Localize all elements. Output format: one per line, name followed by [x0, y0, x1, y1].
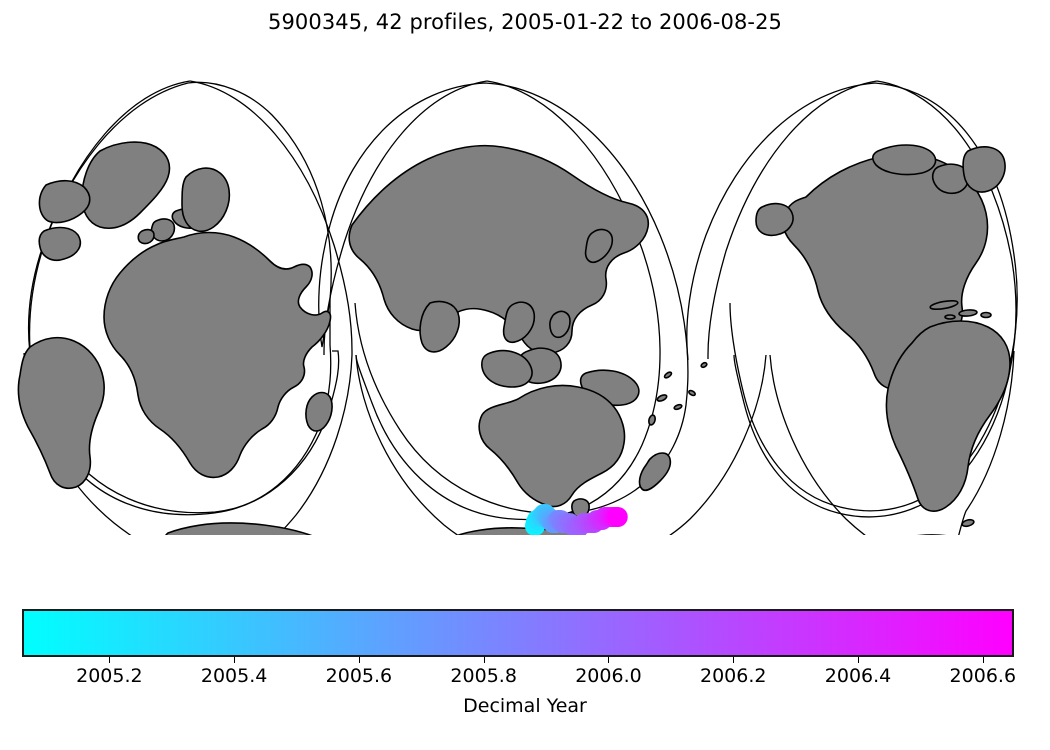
land-island-speck-5 — [663, 371, 673, 379]
land-island-speck-4 — [648, 414, 656, 426]
colorbar-tick — [608, 657, 610, 663]
lobe-edge-right-left — [707, 80, 878, 359]
land-europe-africa — [103, 231, 332, 479]
colorbar-tick — [483, 657, 485, 663]
land-island-speck-2 — [673, 403, 683, 411]
land-greenland — [81, 141, 171, 229]
page-title: 5900345, 42 profiles, 2005-01-22 to 2006… — [267, 10, 782, 34]
colorbar-panel: 2005.2 2005.4 2005.6 2005.8 2006.0 2006.2 2006… — [0, 595, 1050, 750]
lobe-edge-left-inner — [189, 80, 353, 355]
land-island-speck-1 — [656, 394, 668, 402]
land-eurasia — [348, 144, 650, 355]
colorbar-tick — [358, 657, 360, 663]
profile-locations-layer — [524, 504, 628, 535]
colorbar-tick — [234, 657, 236, 663]
colorbar-tick — [858, 657, 860, 663]
colorbar-tick-label: 2006.2 — [699, 665, 767, 687]
land-scandinavia — [181, 167, 231, 233]
colorbar-tick-label: 2006.0 — [575, 665, 642, 687]
south-lobe-right-west — [769, 354, 866, 535]
land-antarctica-left — [165, 522, 312, 535]
land-ne-coast-sliver — [38, 226, 82, 262]
land-ireland — [137, 228, 155, 245]
land-australia — [478, 384, 626, 508]
colorbar-tick — [733, 657, 735, 663]
south-lobe-right-east — [958, 350, 1015, 535]
colorbar-tick-label: 2005.2 — [76, 665, 143, 687]
land-british-isles — [150, 218, 176, 242]
colorbar-tick — [109, 657, 111, 663]
land-madagascar — [305, 391, 333, 432]
land-indochina — [502, 301, 536, 343]
land-new-zealand — [638, 452, 672, 492]
land-island-speck-6 — [700, 361, 708, 369]
south-lobe-mid-east — [669, 354, 767, 535]
land-south-america — [17, 336, 105, 489]
colorbar-tick — [982, 657, 984, 663]
land-japan — [584, 228, 614, 264]
profile-point — [607, 507, 628, 527]
land-labrador-sliver — [38, 179, 91, 224]
land-hispaniola — [958, 309, 978, 317]
land-island-speck-3 — [688, 389, 696, 397]
map-panel — [0, 55, 1050, 535]
land-antarctica-middle — [456, 527, 587, 535]
south-lobe-left-east — [276, 354, 353, 535]
land-jamaica — [944, 314, 956, 320]
land-philippines — [549, 310, 571, 339]
colorbar-axis-label: Decimal Year — [463, 695, 587, 717]
colorbar-tick-label: 2006.4 — [824, 665, 892, 687]
colorbar-tick-label: 2005.4 — [200, 665, 268, 687]
south-lobe-mid-west — [355, 354, 459, 535]
land-sumatra-java — [481, 349, 533, 388]
land-greenland-right — [962, 146, 1006, 193]
colorbar-tick-label: 2006.6 — [949, 665, 1017, 687]
land-alaska-sliver — [755, 202, 794, 237]
land-canadian-arctic — [872, 144, 937, 176]
lobe-edge-mid-right — [355, 80, 661, 521]
land-south-america-right — [885, 320, 1011, 512]
land-cuba — [929, 299, 959, 311]
land-falklands — [961, 518, 975, 528]
land-india — [419, 300, 461, 353]
land-puerto-rico — [980, 311, 992, 319]
colorbar-tick-label: 2005.6 — [325, 665, 393, 687]
colorbar-gradient[interactable] — [22, 609, 1014, 657]
colorbar-tick-label: 2005.8 — [450, 665, 517, 687]
world-map — [17, 80, 1018, 535]
